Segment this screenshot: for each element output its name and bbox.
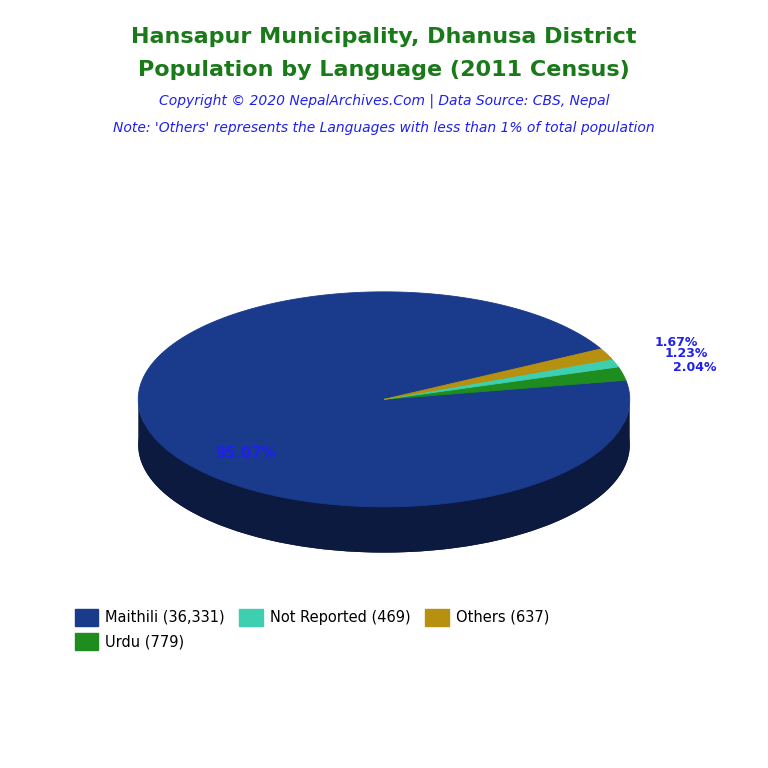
Polygon shape bbox=[384, 367, 626, 399]
Polygon shape bbox=[138, 397, 630, 552]
Text: 1.67%: 1.67% bbox=[654, 336, 698, 349]
Text: 2.04%: 2.04% bbox=[674, 360, 717, 373]
Text: 95.07%: 95.07% bbox=[215, 445, 276, 461]
Text: Population by Language (2011 Census): Population by Language (2011 Census) bbox=[138, 60, 630, 80]
Text: Copyright © 2020 NepalArchives.Com | Data Source: CBS, Nepal: Copyright © 2020 NepalArchives.Com | Dat… bbox=[159, 94, 609, 108]
Text: Hansapur Municipality, Dhanusa District: Hansapur Municipality, Dhanusa District bbox=[131, 27, 637, 47]
Polygon shape bbox=[384, 349, 612, 399]
Ellipse shape bbox=[138, 338, 630, 553]
Polygon shape bbox=[384, 359, 618, 399]
Legend: Maithili (36,331), Urdu (779), Not Reported (469), Others (637): Maithili (36,331), Urdu (779), Not Repor… bbox=[68, 603, 555, 656]
Text: Note: 'Others' represents the Languages with less than 1% of total population: Note: 'Others' represents the Languages … bbox=[113, 121, 655, 134]
Text: 1.23%: 1.23% bbox=[664, 347, 708, 360]
Polygon shape bbox=[138, 292, 630, 507]
